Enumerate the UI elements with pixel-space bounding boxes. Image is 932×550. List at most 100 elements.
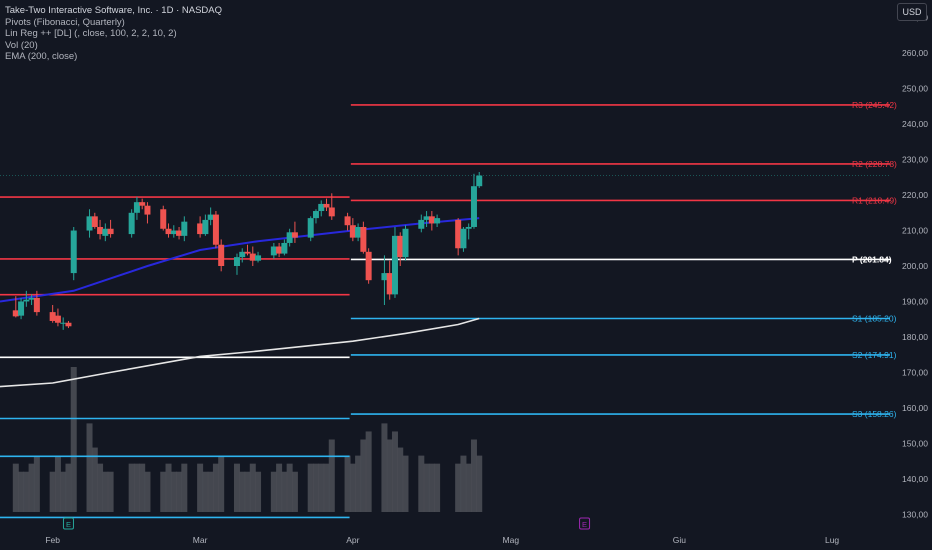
candle-body[interactable]: [270, 246, 277, 256]
candle-body[interactable]: [355, 226, 362, 238]
candle-body[interactable]: [170, 230, 177, 235]
candles[interactable]: [12, 172, 483, 330]
price-tick-label: 160,00: [902, 403, 928, 413]
legend-volume[interactable]: Vol (20): [5, 39, 38, 51]
candle-body[interactable]: [281, 242, 288, 254]
candle-body[interactable]: [133, 202, 140, 213]
earnings-marker[interactable]: [579, 517, 591, 530]
candle-body[interactable]: [23, 299, 30, 302]
candle-body[interactable]: [434, 218, 441, 224]
candle-body[interactable]: [60, 322, 67, 324]
legend-pivots[interactable]: Pivots (Fibonacci, Quarterly): [5, 16, 125, 28]
candle-body[interactable]: [328, 207, 335, 217]
candle-body[interactable]: [70, 230, 77, 274]
candle-body[interactable]: [307, 218, 314, 238]
candle-body[interactable]: [218, 244, 225, 266]
candle-body[interactable]: [239, 251, 246, 258]
candle-body[interactable]: [460, 228, 467, 249]
candle-body[interactable]: [465, 226, 472, 229]
candle-body[interactable]: [286, 232, 293, 243]
candle-body[interactable]: [391, 235, 398, 295]
candle-body[interactable]: [276, 246, 283, 254]
candle-body[interactable]: [233, 257, 240, 266]
time-axis[interactable]: Feb Mar Apr Mag Giu Lug: [45, 535, 839, 545]
candle-body[interactable]: [54, 315, 61, 323]
candle-body[interactable]: [360, 226, 367, 252]
candle-body[interactable]: [86, 216, 93, 231]
candle-body[interactable]: [386, 273, 393, 295]
volume-bar: [423, 463, 430, 512]
volume-bar: [281, 471, 288, 512]
volume-bar: [102, 471, 109, 512]
currency-button[interactable]: USD: [897, 3, 927, 21]
candle-body[interactable]: [107, 228, 114, 235]
candle-body[interactable]: [28, 297, 35, 300]
volume-bar: [434, 463, 441, 512]
candle-body[interactable]: [244, 251, 251, 254]
volume-bar: [91, 447, 98, 512]
candle-body[interactable]: [18, 301, 25, 316]
candle-body[interactable]: [176, 230, 183, 236]
candle-body[interactable]: [255, 255, 262, 261]
volume-bar: [365, 431, 372, 512]
candle-body[interactable]: [418, 219, 425, 229]
candle-body[interactable]: [381, 273, 388, 281]
candle-body[interactable]: [165, 228, 172, 235]
legend-linreg[interactable]: Lin Reg ++ [DL] (, close, 100, 2, 2, 10,…: [5, 28, 177, 39]
candle-body[interactable]: [249, 253, 256, 261]
volume-bar: [60, 471, 67, 512]
volume-bar: [165, 463, 172, 512]
candle-body[interactable]: [470, 186, 477, 227]
price-tick-label: 140,00: [902, 474, 928, 484]
candle-body[interactable]: [212, 214, 219, 245]
price-tick-label: 150,00: [902, 438, 928, 448]
candle-body[interactable]: [202, 219, 209, 235]
volume-bar: [291, 471, 298, 512]
volume-bar: [18, 471, 25, 512]
candle-body[interactable]: [12, 310, 19, 317]
candle-body[interactable]: [128, 212, 135, 235]
candle-body[interactable]: [160, 209, 167, 229]
candle-body[interactable]: [291, 232, 298, 238]
candle-body[interactable]: [97, 226, 104, 235]
legend-title[interactable]: Take-Two Interactive Software, Inc. · 1D…: [5, 5, 222, 16]
volume-bar: [70, 367, 77, 512]
candle-body[interactable]: [139, 202, 146, 206]
price-axis[interactable]: 130,00 140,00 150,00 160,00 170,00 180,00 190,…: [902, 13, 928, 520]
candle-body[interactable]: [423, 216, 430, 220]
candle-body[interactable]: [397, 235, 404, 258]
candle-body[interactable]: [365, 251, 372, 281]
volume-bar: [249, 463, 256, 512]
candle-body[interactable]: [144, 205, 151, 215]
earnings-marker[interactable]: [62, 517, 74, 530]
candle-body[interactable]: [33, 297, 40, 313]
candle-body[interactable]: [344, 216, 351, 226]
candle-body[interactable]: [207, 214, 214, 220]
legend-ema[interactable]: EMA (200, close): [5, 51, 78, 62]
candle-body[interactable]: [349, 225, 356, 238]
volume-bar: [133, 463, 140, 512]
candle-body[interactable]: [197, 223, 204, 235]
volume-bar: [328, 439, 335, 512]
pivot-label: R1 (218.49): [852, 195, 897, 205]
candle-body[interactable]: [65, 322, 72, 327]
candle-body[interactable]: [476, 175, 483, 187]
candle-body[interactable]: [49, 312, 56, 321]
candle-body[interactable]: [402, 228, 409, 258]
candle-body[interactable]: [102, 228, 109, 236]
candle-body[interactable]: [318, 203, 325, 212]
volume-bar: [255, 471, 262, 512]
candle-body[interactable]: [323, 203, 330, 208]
candle-body[interactable]: [455, 219, 462, 249]
candle-body[interactable]: [428, 216, 435, 224]
earnings-marker-letter: E: [582, 520, 587, 529]
candle-body[interactable]: [91, 216, 98, 227]
candle-body[interactable]: [181, 221, 188, 236]
candle-body[interactable]: [312, 211, 319, 219]
volume-bar: [344, 455, 351, 512]
volume-pane: [12, 367, 483, 512]
volume-bar: [160, 471, 167, 512]
price-tick-label: 130,00: [902, 509, 928, 519]
